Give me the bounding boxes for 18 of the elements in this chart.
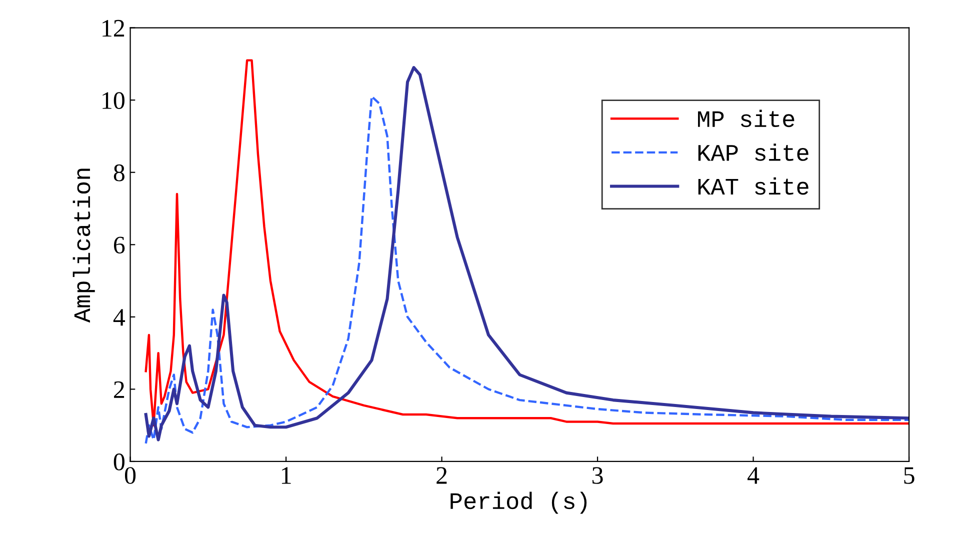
x-tick-label: 2 bbox=[436, 467, 447, 484]
legend-label: KAT site bbox=[698, 177, 808, 195]
y-tick-label: 0 bbox=[114, 454, 124, 470]
y-tick-label: 2 bbox=[114, 381, 124, 398]
y-axis-title: Amplication bbox=[72, 168, 95, 323]
y-tick-label: 8 bbox=[114, 164, 124, 182]
x-tick-label: 5 bbox=[904, 467, 914, 484]
x-axis-title: Period (s) bbox=[450, 492, 587, 514]
x-tick-label: 4 bbox=[748, 467, 760, 484]
y-tick-label: 4 bbox=[113, 309, 126, 326]
y-tick-label: 12 bbox=[102, 20, 124, 36]
x-tick-label: 1 bbox=[282, 467, 291, 484]
legend-label: KAP site bbox=[698, 144, 808, 161]
x-tick-label: 0 bbox=[124, 467, 136, 484]
x-tick-label: 3 bbox=[592, 467, 603, 484]
legend-label: MP site bbox=[698, 110, 794, 128]
y-tick-label: 6 bbox=[114, 236, 125, 254]
y-tick-label: 10 bbox=[102, 92, 124, 109]
